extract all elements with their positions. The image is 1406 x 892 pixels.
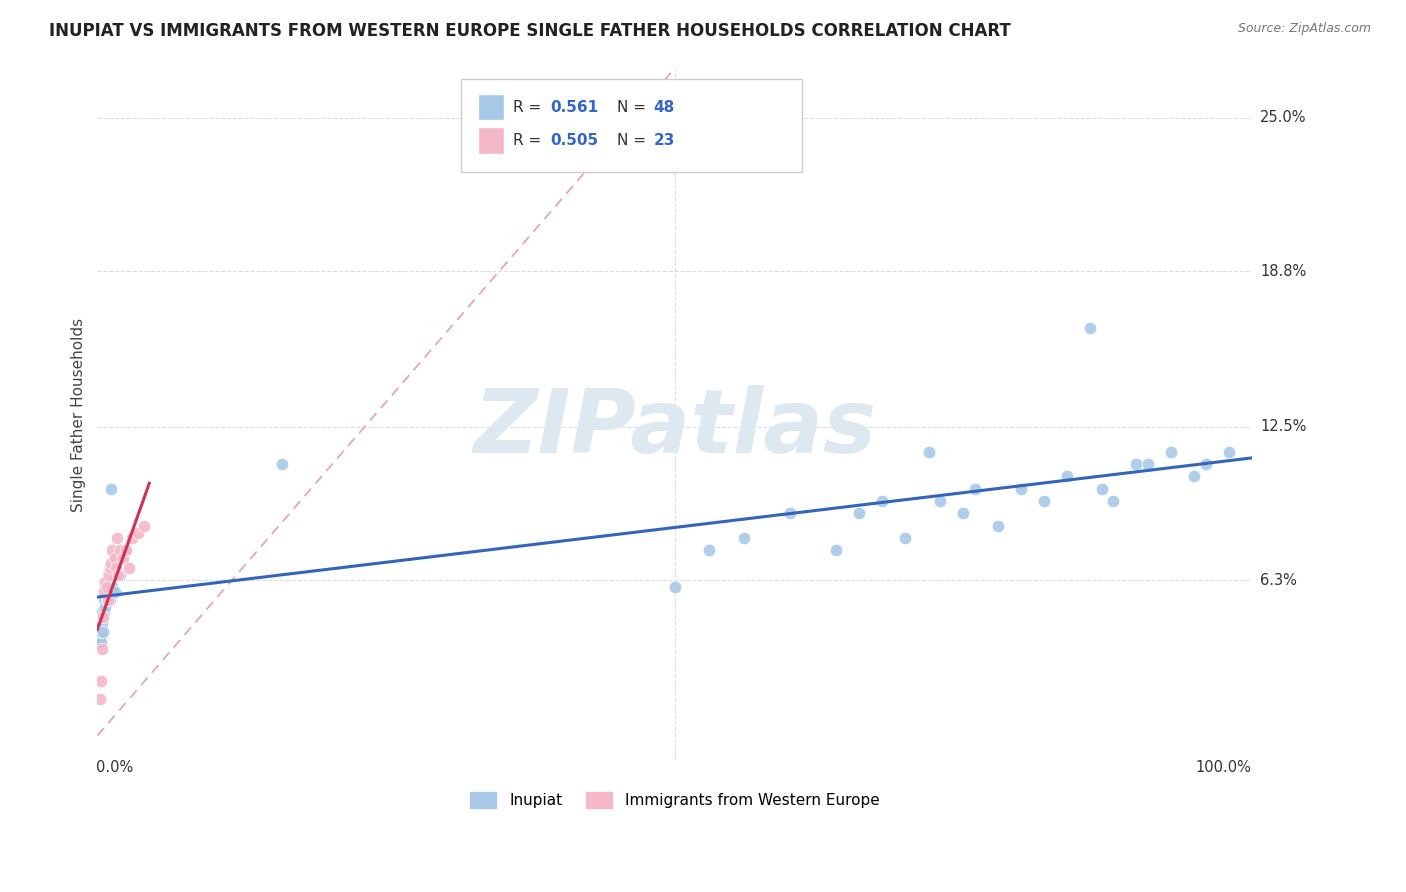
Point: [1078, 321, 1101, 335]
Point: [1182, 469, 1205, 483]
Point: [733, 531, 755, 545]
Point: [91, 617, 114, 632]
FancyBboxPatch shape: [478, 128, 503, 153]
Point: [115, 543, 138, 558]
Point: [100, 482, 122, 496]
Text: 23: 23: [654, 133, 675, 148]
Point: [96, 585, 118, 599]
Point: [1091, 482, 1114, 496]
Point: [929, 494, 952, 508]
Text: Source: ZipAtlas.com: Source: ZipAtlas.com: [1237, 22, 1371, 36]
Point: [1160, 444, 1182, 458]
Text: 48: 48: [654, 100, 675, 115]
Point: [894, 531, 917, 545]
Point: [91, 642, 114, 657]
Point: [105, 531, 128, 545]
Point: [97, 568, 120, 582]
Point: [94, 581, 117, 595]
Point: [89, 630, 111, 644]
Point: [779, 506, 801, 520]
Point: [110, 543, 132, 558]
Text: 18.8%: 18.8%: [1260, 264, 1306, 278]
Point: [90, 674, 112, 689]
Point: [1125, 457, 1147, 471]
Point: [111, 550, 134, 565]
Point: [100, 556, 122, 570]
Point: [91, 624, 114, 639]
Text: 0.505: 0.505: [550, 133, 598, 148]
Legend: Inupiat, Immigrants from Western Europe: Inupiat, Immigrants from Western Europe: [464, 785, 886, 815]
Text: 6.3%: 6.3%: [1260, 573, 1296, 588]
Point: [117, 560, 139, 574]
Point: [952, 506, 974, 520]
Point: [917, 444, 939, 458]
Point: [1056, 469, 1078, 483]
Point: [963, 482, 986, 496]
Point: [91, 610, 114, 624]
Point: [115, 543, 138, 558]
Point: [1218, 444, 1240, 458]
Point: [121, 531, 143, 545]
Point: [98, 592, 121, 607]
Point: [127, 526, 149, 541]
Text: N =: N =: [617, 100, 651, 115]
Point: [271, 457, 294, 471]
Point: [107, 568, 129, 582]
Point: [1194, 457, 1216, 471]
Text: R =: R =: [513, 133, 546, 148]
Point: [110, 568, 132, 582]
Point: [104, 560, 127, 574]
Point: [104, 585, 127, 599]
Point: [132, 518, 155, 533]
Point: [848, 506, 870, 520]
Point: [101, 581, 124, 595]
Point: [1102, 494, 1125, 508]
Point: [104, 550, 127, 565]
FancyBboxPatch shape: [461, 78, 801, 172]
Text: 100.0%: 100.0%: [1197, 760, 1251, 775]
Point: [97, 568, 120, 582]
Point: [664, 581, 686, 595]
Y-axis label: Single Father Households: Single Father Households: [72, 318, 86, 511]
Point: [97, 592, 120, 607]
Point: [1010, 482, 1032, 496]
Text: ZIPatlas: ZIPatlas: [472, 384, 876, 472]
Point: [91, 610, 114, 624]
Point: [90, 634, 112, 648]
Point: [96, 592, 118, 607]
Point: [697, 543, 720, 558]
Text: N =: N =: [617, 133, 651, 148]
Point: [1033, 494, 1056, 508]
Point: [96, 581, 118, 595]
Text: INUPIAT VS IMMIGRANTS FROM WESTERN EUROPE SINGLE FATHER HOUSEHOLDS CORRELATION C: INUPIAT VS IMMIGRANTS FROM WESTERN EUROP…: [49, 22, 1011, 40]
Point: [872, 494, 894, 508]
Point: [91, 605, 114, 619]
Point: [89, 691, 111, 706]
Point: [98, 560, 121, 574]
Point: [101, 543, 124, 558]
Point: [93, 592, 115, 607]
Point: [1136, 457, 1159, 471]
Point: [987, 518, 1010, 533]
Text: 25.0%: 25.0%: [1260, 111, 1306, 126]
FancyBboxPatch shape: [478, 95, 503, 120]
Point: [90, 624, 112, 639]
Point: [97, 575, 120, 590]
Point: [97, 581, 120, 595]
Point: [93, 585, 115, 599]
Text: R =: R =: [513, 100, 546, 115]
Point: [93, 605, 115, 619]
Point: [825, 543, 848, 558]
Text: 0.561: 0.561: [550, 100, 598, 115]
Text: 0.0%: 0.0%: [96, 760, 134, 775]
Point: [94, 600, 117, 615]
Text: 12.5%: 12.5%: [1260, 419, 1306, 434]
Point: [94, 575, 117, 590]
